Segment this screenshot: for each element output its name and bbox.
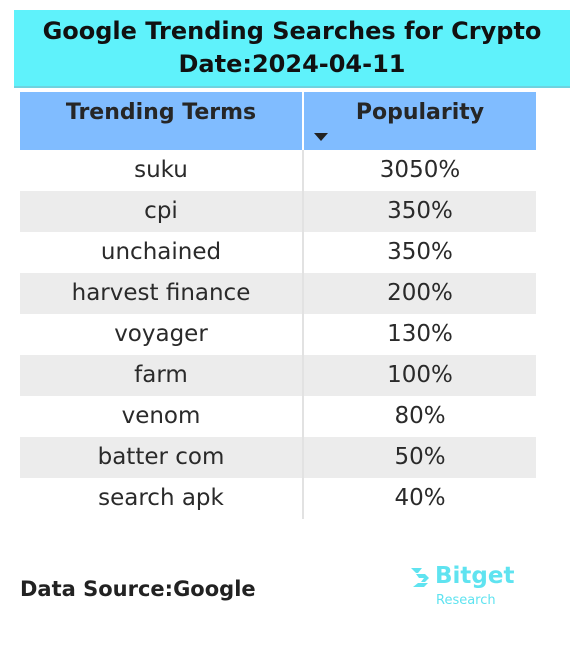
table-row: harvest finance 200% bbox=[20, 273, 536, 314]
cell-trending-term: cpi bbox=[20, 191, 304, 232]
cell-trending-term: search apk bbox=[20, 478, 304, 519]
column-header-popularity-label: Popularity bbox=[355, 100, 485, 125]
cell-popularity: 80% bbox=[394, 403, 446, 429]
table-body: suku 3050% cpi 350% unchained 350% harvest fin… bbox=[20, 150, 536, 519]
bitget-logo-icon bbox=[411, 568, 429, 587]
table-row: search apk 40% bbox=[20, 478, 536, 519]
chart-date: Date:2024-04-11 bbox=[178, 50, 406, 78]
column-header-terms[interactable]: Trending Terms bbox=[20, 92, 304, 150]
cell-popularity: 350% bbox=[387, 239, 453, 265]
table-row: venom 80% bbox=[20, 396, 536, 437]
table-header-row: Trending Terms Popularity bbox=[20, 92, 536, 150]
table-row: voyager 130% bbox=[20, 314, 536, 355]
column-header-popularity[interactable]: Popularity bbox=[304, 92, 536, 150]
table-row: farm 100% bbox=[20, 355, 536, 396]
bitget-logo: Bitget Research bbox=[407, 563, 517, 611]
cell-popularity: 100% bbox=[387, 362, 453, 388]
cell-popularity: 40% bbox=[394, 485, 446, 511]
data-source-note: Data Source:Google bbox=[20, 577, 256, 601]
cell-trending-term: harvest finance bbox=[20, 273, 304, 314]
cell-trending-term: suku bbox=[20, 150, 304, 191]
trending-table: Trending Terms Popularity suku 3050% cpi 35… bbox=[20, 92, 536, 519]
table-row: batter com 50% bbox=[20, 437, 536, 478]
bitget-logo-word: Bitget bbox=[435, 563, 515, 589]
cell-popularity: 130% bbox=[387, 321, 453, 347]
bitget-logo-sub: Research bbox=[436, 593, 496, 608]
cell-popularity: 200% bbox=[387, 280, 453, 306]
cell-popularity: 50% bbox=[394, 444, 446, 470]
cell-trending-term: batter com bbox=[20, 437, 304, 478]
cell-popularity: 350% bbox=[387, 198, 453, 224]
cell-trending-term: farm bbox=[20, 355, 304, 396]
cell-trending-term: unchained bbox=[20, 232, 304, 273]
sort-descending-icon[interactable] bbox=[314, 133, 328, 141]
cell-trending-term: venom bbox=[20, 396, 304, 437]
chart-title: Google Trending Searches for Crypto bbox=[42, 17, 542, 45]
table-row: cpi 350% bbox=[20, 191, 536, 232]
table-row: suku 3050% bbox=[20, 150, 536, 191]
cell-popularity: 3050% bbox=[379, 157, 461, 183]
cell-trending-term: voyager bbox=[20, 314, 304, 355]
title-banner: Google Trending Searches for Crypto Date… bbox=[14, 10, 570, 88]
table-row: unchained 350% bbox=[20, 232, 536, 273]
